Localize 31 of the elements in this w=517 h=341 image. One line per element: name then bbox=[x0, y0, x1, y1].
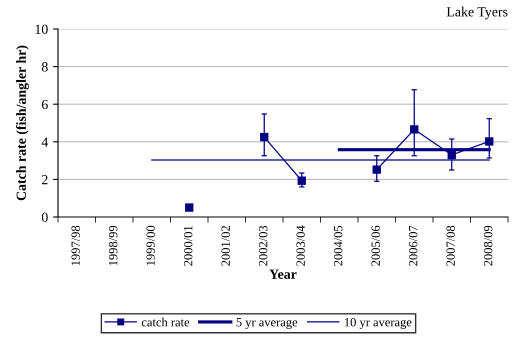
x-tick-label: 2000/01 bbox=[184, 226, 192, 266]
y-tick-label: 4 bbox=[42, 137, 48, 147]
x-tick-label: 2002/03 bbox=[258, 226, 268, 266]
y-tick-label: 0 bbox=[42, 212, 48, 222]
x-tick-label: 2003/04 bbox=[296, 226, 305, 266]
x-tick-label: 2008/09 bbox=[484, 226, 492, 266]
point bbox=[485, 137, 494, 146]
y-tick-label: 10 bbox=[36, 24, 48, 34]
legend-label: catch rate bbox=[142, 318, 190, 326]
point bbox=[185, 203, 194, 212]
point bbox=[372, 165, 381, 174]
x-tick-label: 1999/00 bbox=[146, 226, 155, 266]
x-tick-label: 2004/05 bbox=[334, 226, 342, 266]
x-tick-label: 1997/98 bbox=[71, 226, 80, 266]
y-tick-label: 6 bbox=[42, 100, 48, 110]
point bbox=[260, 132, 268, 142]
x-tick-label: 2001/02 bbox=[221, 226, 230, 266]
x-tick-label: 1998/99 bbox=[108, 226, 118, 266]
x-tick-label: 2007/08 bbox=[446, 226, 455, 266]
x-axis-title: Year bbox=[269, 270, 297, 279]
legend-label: 5 yr average bbox=[236, 318, 298, 329]
x-tick-label: 2005/06 bbox=[371, 226, 380, 266]
y-tick-label: 8 bbox=[42, 62, 48, 72]
y-tick-label: 2 bbox=[42, 175, 48, 184]
point bbox=[298, 176, 306, 185]
x-tick-label: 2006/07 bbox=[408, 226, 418, 266]
point bbox=[410, 125, 418, 134]
legend-label: 10 yr average bbox=[344, 318, 412, 329]
chart-title: Lake Tyers bbox=[446, 6, 508, 20]
y-axis-title: Catch rate (fish/angler hr) bbox=[16, 46, 29, 200]
point bbox=[448, 150, 456, 160]
